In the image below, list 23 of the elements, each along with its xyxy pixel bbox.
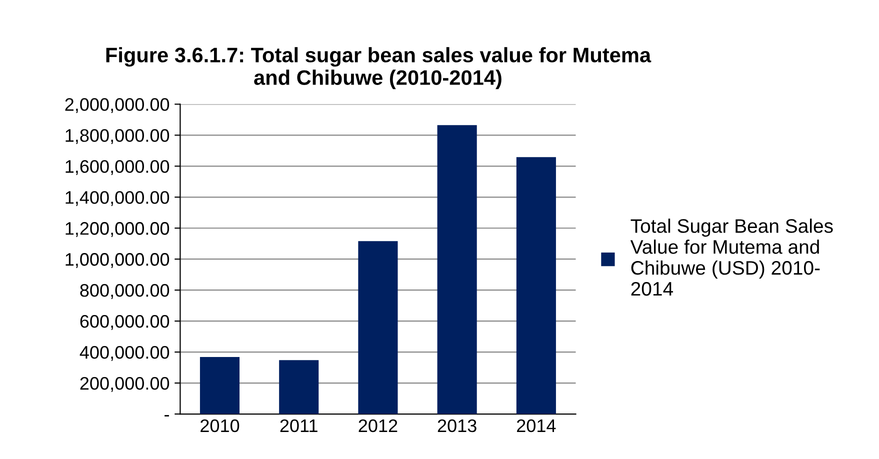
x-tick-label: 2014 (517, 419, 556, 432)
chart-title: Figure 3.6.1.7: Total sugar bean sales value for Mutema and Chibuwe (2010-2014) (106, 47, 652, 90)
bar (516, 157, 556, 414)
legend-label: Total Sugar Bean Sales Value for Mutema and Chibuwe (USD) 2010- 2014 (630, 218, 833, 296)
y-tick-label: - (164, 415, 169, 416)
x-tick-label: 2013 (438, 419, 476, 432)
bar (279, 360, 319, 414)
x-tick-label: 2012 (358, 419, 398, 432)
y-tick-label: 800,000.00 (80, 284, 170, 299)
bar (200, 357, 240, 414)
y-tick-label: 1,000,000.00 (66, 253, 170, 268)
y-tick-label: 600,000.00 (80, 315, 170, 330)
bar (437, 125, 477, 414)
y-tick-label: 1,800,000.00 (66, 129, 170, 144)
y-tick-label: 200,000.00 (80, 376, 170, 392)
bar (358, 241, 398, 414)
y-tick-label: 1,600,000.00 (66, 160, 170, 176)
y-tick-label: 400,000.00 (80, 346, 170, 361)
x-tick-label: 2010 (200, 419, 240, 432)
y-tick-label: 1,400,000.00 (66, 191, 170, 206)
x-tick-label: 2011 (280, 419, 318, 432)
y-tick-label: 1,200,000.00 (66, 222, 170, 237)
y-tick-label: 2,000,000.00 (65, 98, 170, 114)
